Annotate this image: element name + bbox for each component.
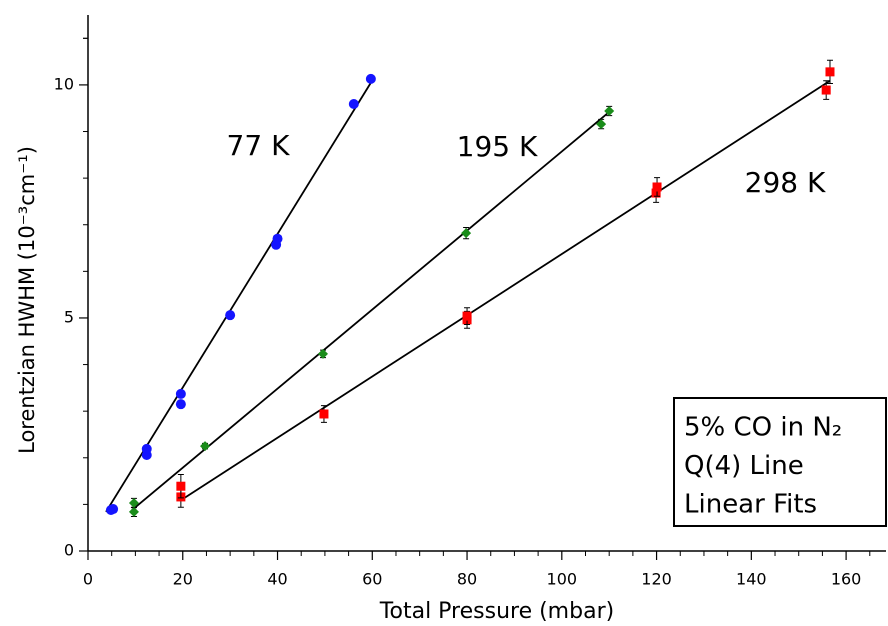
series-label: 195 K [457, 130, 538, 163]
data-point [319, 409, 329, 419]
box-text: 5% CO in N₂ [684, 413, 842, 443]
y-tick-label: 0 [64, 541, 74, 560]
fit-line [180, 79, 831, 501]
y-axis-label: Lorentzian HWHM (10⁻³cm⁻¹) [15, 146, 39, 454]
data-point [462, 311, 472, 321]
data-point [200, 441, 211, 452]
data-point [108, 504, 119, 515]
x-tick-label: 40 [267, 570, 287, 589]
x-tick-label: 60 [362, 570, 382, 589]
series-label: 298 K [745, 166, 826, 199]
data-point [348, 99, 359, 110]
data-point [176, 481, 186, 491]
data-point [461, 228, 472, 239]
series-label: 77 K [227, 129, 291, 162]
x-tick-label: 100 [547, 570, 578, 589]
fit-line [131, 111, 610, 511]
legend-box [673, 397, 887, 527]
data-point [175, 388, 186, 399]
x-tick-label: 0 [83, 570, 93, 589]
data-point [272, 233, 283, 244]
data-point [128, 506, 139, 517]
y-tick-label: 5 [64, 307, 74, 326]
data-point [825, 67, 835, 77]
box-text: Q(4) Line [684, 451, 804, 481]
x-tick-label: 160 [831, 570, 862, 589]
y-tick-label: 10 [54, 74, 74, 93]
x-tick-label: 80 [457, 570, 477, 589]
x-tick-label: 120 [641, 570, 672, 589]
data-point [604, 106, 615, 117]
data-point [652, 182, 662, 192]
x-tick-label: 20 [173, 570, 193, 589]
fit-line [105, 78, 374, 513]
data-point [821, 85, 831, 95]
data-point [225, 310, 236, 321]
data-point [596, 119, 607, 130]
x-tick-label: 140 [736, 570, 767, 589]
data-point [365, 73, 376, 84]
data-point [651, 188, 661, 198]
data-point [175, 399, 186, 410]
data-point [318, 348, 329, 359]
data-point [128, 497, 139, 508]
data-point [141, 443, 152, 454]
x-axis-label: Total Pressure (mbar) [379, 599, 614, 624]
box-text: Linear Fits [684, 490, 817, 520]
